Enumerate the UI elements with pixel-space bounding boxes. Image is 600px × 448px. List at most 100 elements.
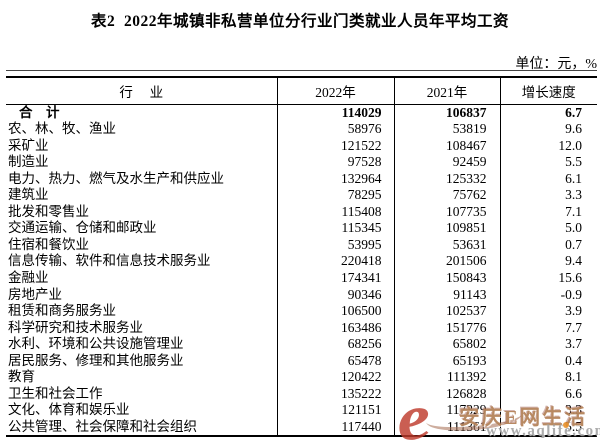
- industry-name: 教育: [8, 369, 35, 385]
- growth-rate: 3.3: [499, 187, 597, 204]
- column-header-growth: 增长速度: [499, 77, 597, 105]
- table-row: 批发和零售业 115408 107735 7.1: [6, 203, 597, 221]
- value-2022: 65478: [276, 352, 394, 370]
- industry-name: 居民服务、修理和其他服务业: [8, 352, 184, 368]
- growth-rate: 8.1: [499, 369, 597, 386]
- growth-rate: 0.7: [499, 236, 597, 254]
- growth-rate: 6.1: [499, 170, 597, 188]
- industry-name: 制造业: [8, 154, 49, 170]
- value-2021: 92459: [393, 154, 500, 171]
- value-2022: 90346: [276, 286, 394, 304]
- growth-rate: 12.0: [499, 137, 597, 155]
- industry-name: 电力、热力、燃气及水生产和供应业: [8, 170, 224, 186]
- industry-name: 租赁和商务服务业: [8, 303, 116, 319]
- growth-rate: 3.7: [499, 336, 597, 353]
- industry-name: 水利、环境和公共设施管理业: [8, 336, 184, 352]
- table-row: 制造业 97528 92459 5.5: [6, 154, 597, 171]
- value-2021: 125332: [393, 170, 500, 188]
- industry-name: 卫生和社会工作: [8, 385, 103, 401]
- growth-rate: 9.4: [499, 253, 597, 270]
- value-2022: 174341: [276, 269, 394, 287]
- table-row: 卫生和社会工作 135222 126828 6.6: [6, 385, 597, 403]
- table-row: 公共管理、社会保障和社会组织 117440 111361 5.5: [6, 418, 597, 437]
- value-2021: 65802: [393, 336, 500, 353]
- value-2022: 163486: [276, 319, 394, 337]
- value-2021: 201506: [393, 253, 500, 270]
- value-2022: 132964: [276, 170, 394, 188]
- table-row: 农、林、牧、渔业 58976 53819 9.6: [6, 121, 597, 138]
- table-title: 表2 2022年城镇非私营单位分行业门类就业人员年平均工资: [90, 13, 509, 30]
- column-header-industry: 行 业: [6, 77, 277, 105]
- table-header-row: 行 业 2022年 2021年 增长速度: [6, 77, 597, 105]
- value-2021: 151776: [393, 319, 500, 337]
- industry-name: 农、林、牧、渔业: [8, 121, 116, 137]
- value-2022: 135222: [276, 385, 394, 403]
- unit-note: 单位：元，%: [515, 57, 597, 72]
- industry-name: 公共管理、社会保障和社会组织: [8, 418, 197, 434]
- industry-name: 交通运输、仓储和邮政业: [8, 220, 157, 236]
- value-2021: 108467: [393, 137, 500, 155]
- value-2022: 114029: [276, 104, 394, 122]
- value-2021: 53631: [393, 236, 500, 254]
- table-row: 文化、体育和娱乐业 121151 117329 3.3: [6, 402, 597, 419]
- wage-table: 行 业 2022年 2021年 增长速度 合 计 114029 106837 6…: [6, 76, 597, 438]
- column-header-2021: 2021年: [393, 77, 500, 105]
- value-2021: 111361: [393, 418, 500, 437]
- table-row: 教育 120422 111392 8.1: [6, 369, 597, 386]
- table-row: 租赁和商务服务业 106500 102537 3.9: [6, 303, 597, 320]
- table-row: 建筑业 78295 75762 3.3: [6, 187, 597, 204]
- value-2022: 68256: [276, 336, 394, 353]
- value-2022: 106500: [276, 303, 394, 320]
- growth-rate: 3.3: [499, 402, 597, 419]
- value-2022: 220418: [276, 253, 394, 270]
- table-row: 水利、环境和公共设施管理业 68256 65802 3.7: [6, 336, 597, 353]
- table-row: 交通运输、仓储和邮政业 115345 109851 5.0: [6, 220, 597, 237]
- industry-name: 合 计: [19, 104, 60, 120]
- value-2021: 107735: [393, 203, 500, 221]
- column-header-2022: 2022年: [276, 77, 394, 105]
- table-row: 金融业 174341 150843 15.6: [6, 269, 597, 287]
- value-2021: 117329: [393, 402, 500, 419]
- growth-rate: 7.1: [499, 203, 597, 221]
- growth-rate: 6.6: [499, 385, 597, 403]
- value-2022: 121151: [276, 402, 394, 419]
- growth-rate: 9.6: [499, 121, 597, 138]
- value-2021: 111392: [393, 369, 500, 386]
- growth-rate: 6.7: [499, 104, 597, 122]
- value-2022: 121522: [276, 137, 394, 155]
- value-2021: 53819: [393, 121, 500, 138]
- industry-name: 建筑业: [8, 187, 49, 203]
- growth-rate: 5.5: [499, 154, 597, 171]
- value-2022: 78295: [276, 187, 394, 204]
- industry-name: 信息传输、软件和信息技术服务业: [8, 253, 211, 269]
- value-2021: 102537: [393, 303, 500, 320]
- table-row: 采矿业 121522 108467 12.0: [6, 137, 597, 155]
- value-2022: 117440: [276, 418, 394, 437]
- table-row: 居民服务、修理和其他服务业 65478 65193 0.4: [6, 352, 597, 370]
- value-2022: 115345: [276, 220, 394, 237]
- value-2021: 126828: [393, 385, 500, 403]
- value-2022: 58976: [276, 121, 394, 138]
- value-2022: 53995: [276, 236, 394, 254]
- value-2021: 106837: [393, 104, 500, 122]
- industry-name: 批发和零售业: [8, 203, 89, 219]
- value-2022: 115408: [276, 203, 394, 221]
- growth-rate: 7.7: [499, 319, 597, 337]
- table-row: 合 计 114029 106837 6.7: [6, 104, 597, 122]
- industry-name: 科学研究和技术服务业: [8, 319, 143, 335]
- top-rule-divider: [6, 70, 597, 71]
- industry-name: 采矿业: [8, 137, 49, 153]
- table-row: 房地产业 90346 91143 -0.9: [6, 286, 597, 304]
- value-2021: 109851: [393, 220, 500, 237]
- value-2021: 75762: [393, 187, 500, 204]
- value-2022: 97528: [276, 154, 394, 171]
- industry-name: 文化、体育和娱乐业: [8, 402, 130, 418]
- growth-rate: 15.6: [499, 269, 597, 287]
- table-row: 电力、热力、燃气及水生产和供应业 132964 125332 6.1: [6, 170, 597, 188]
- growth-rate: 5.5: [499, 418, 597, 437]
- growth-rate: -0.9: [499, 286, 597, 304]
- value-2021: 91143: [393, 286, 500, 304]
- industry-name: 房地产业: [8, 286, 62, 302]
- industry-name: 金融业: [8, 269, 49, 285]
